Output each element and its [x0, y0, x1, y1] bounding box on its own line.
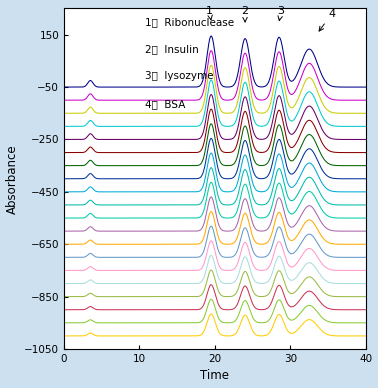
Text: 4: 4 — [319, 9, 335, 31]
Text: 2，  Insulin: 2， Insulin — [146, 44, 199, 54]
Text: 4，  BSA: 4， BSA — [146, 99, 186, 109]
Text: 3: 3 — [277, 6, 285, 21]
Text: 1: 1 — [206, 6, 213, 20]
Text: 3，  lysozyme: 3， lysozyme — [146, 71, 214, 81]
X-axis label: Time: Time — [200, 369, 229, 383]
Y-axis label: Absorbance: Absorbance — [6, 144, 19, 213]
Text: 1，  Ribonuclease: 1， Ribonuclease — [146, 17, 235, 27]
Text: 2: 2 — [241, 6, 248, 22]
